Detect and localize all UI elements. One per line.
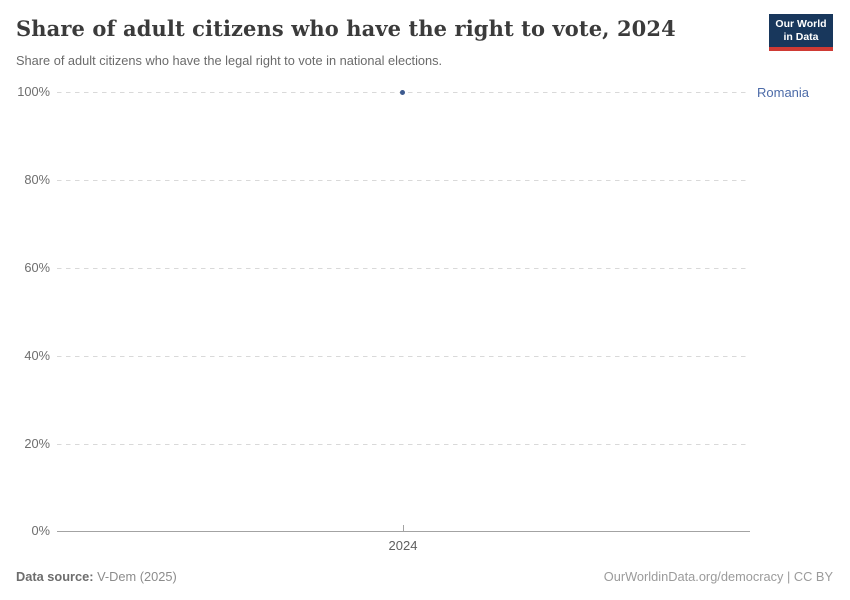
owid-logo-line2: in Data xyxy=(783,30,819,43)
y-axis-tick-label: 60% xyxy=(24,260,50,275)
gridline xyxy=(57,444,750,445)
y-axis-tick-label: 0% xyxy=(31,523,51,538)
data-point-romania[interactable] xyxy=(400,90,405,95)
data-source-value: V-Dem (2025) xyxy=(93,569,177,584)
gridline xyxy=(57,180,750,181)
y-axis-tick-label: 80% xyxy=(24,172,50,187)
chart-subtitle: Share of adult citizens who have the leg… xyxy=(16,53,443,68)
gridline xyxy=(57,356,750,357)
y-axis-tick-label: 100% xyxy=(17,84,50,99)
credit-link[interactable]: OurWorldinData.org/democracy | CC BY xyxy=(603,569,833,584)
y-axis-tick-label: 40% xyxy=(24,348,50,363)
data-source-note: Data source: V-Dem (2025) xyxy=(16,569,177,584)
x-axis-line xyxy=(57,531,750,532)
y-axis-tick-label: 20% xyxy=(24,436,50,451)
owid-logo[interactable]: Our World in Data xyxy=(769,14,833,51)
owid-logo-line1: Our World xyxy=(775,18,827,30)
entity-label-romania[interactable]: Romania xyxy=(757,85,810,100)
data-source-label: Data source: xyxy=(16,569,94,584)
chart-title: Share of adult citizens who have the rig… xyxy=(16,16,676,41)
x-axis-tick-mark xyxy=(403,525,404,531)
x-axis-tick-label: 2024 xyxy=(388,538,418,553)
gridline xyxy=(57,268,750,269)
